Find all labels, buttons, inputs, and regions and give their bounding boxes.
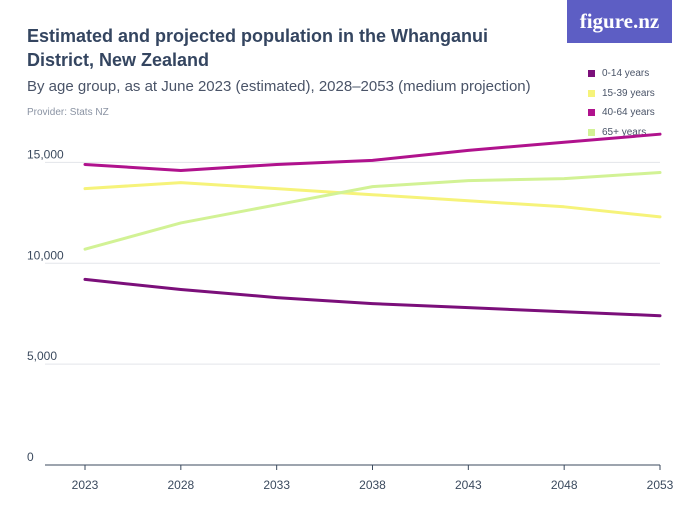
legend-item-65-plus: 65+ years [588, 123, 655, 143]
y-tick-label-1: 5,000 [27, 349, 57, 363]
series-line-40-64 [83, 132, 662, 172]
y-tick-label-0: 0 [27, 450, 34, 464]
x-tick-label-6: 2053 [647, 478, 674, 492]
legend-label-40-64: 40-64 years [602, 107, 655, 119]
y-tick-label-3: 15,000 [27, 147, 64, 161]
legend-item-40-64: 40-64 years [588, 103, 655, 123]
legend-swatch-0-14 [588, 70, 595, 78]
y-tick-label-2: 10,000 [27, 248, 64, 262]
legend-item-15-39: 15-39 years [588, 84, 655, 104]
provider-note: Provider: Stats NZ [27, 107, 109, 118]
x-tick-label-0: 2023 [72, 478, 99, 492]
x-tick-label-2: 2033 [263, 478, 290, 492]
figure-nz-logo[interactable]: figure.nz [567, 0, 672, 43]
legend-swatch-40-64 [588, 109, 595, 117]
x-tick-label-1: 2028 [167, 478, 194, 492]
x-tick-label-4: 2043 [455, 478, 482, 492]
chart-title: Estimated and projected population in th… [27, 26, 489, 70]
legend-swatch-15-39 [588, 89, 595, 97]
series-line-0-14 [83, 277, 662, 318]
chart-subtitle: By age group, as at June 2023 (estimated… [27, 78, 531, 95]
legend-item-0-14: 0-14 years [588, 64, 655, 84]
legend-label-0-14: 0-14 years [602, 68, 650, 80]
x-tick-label-3: 2038 [359, 478, 386, 492]
legend-label-65-plus: 65+ years [602, 126, 647, 138]
series-line-15-39 [83, 181, 662, 219]
x-tick-label-5: 2048 [551, 478, 578, 492]
legend: 0-14 years 15-39 years 40-64 years 65+ y… [588, 64, 655, 142]
series-line-65-plus [83, 171, 662, 251]
legend-swatch-65-plus [588, 128, 595, 136]
legend-label-15-39: 15-39 years [602, 87, 655, 99]
